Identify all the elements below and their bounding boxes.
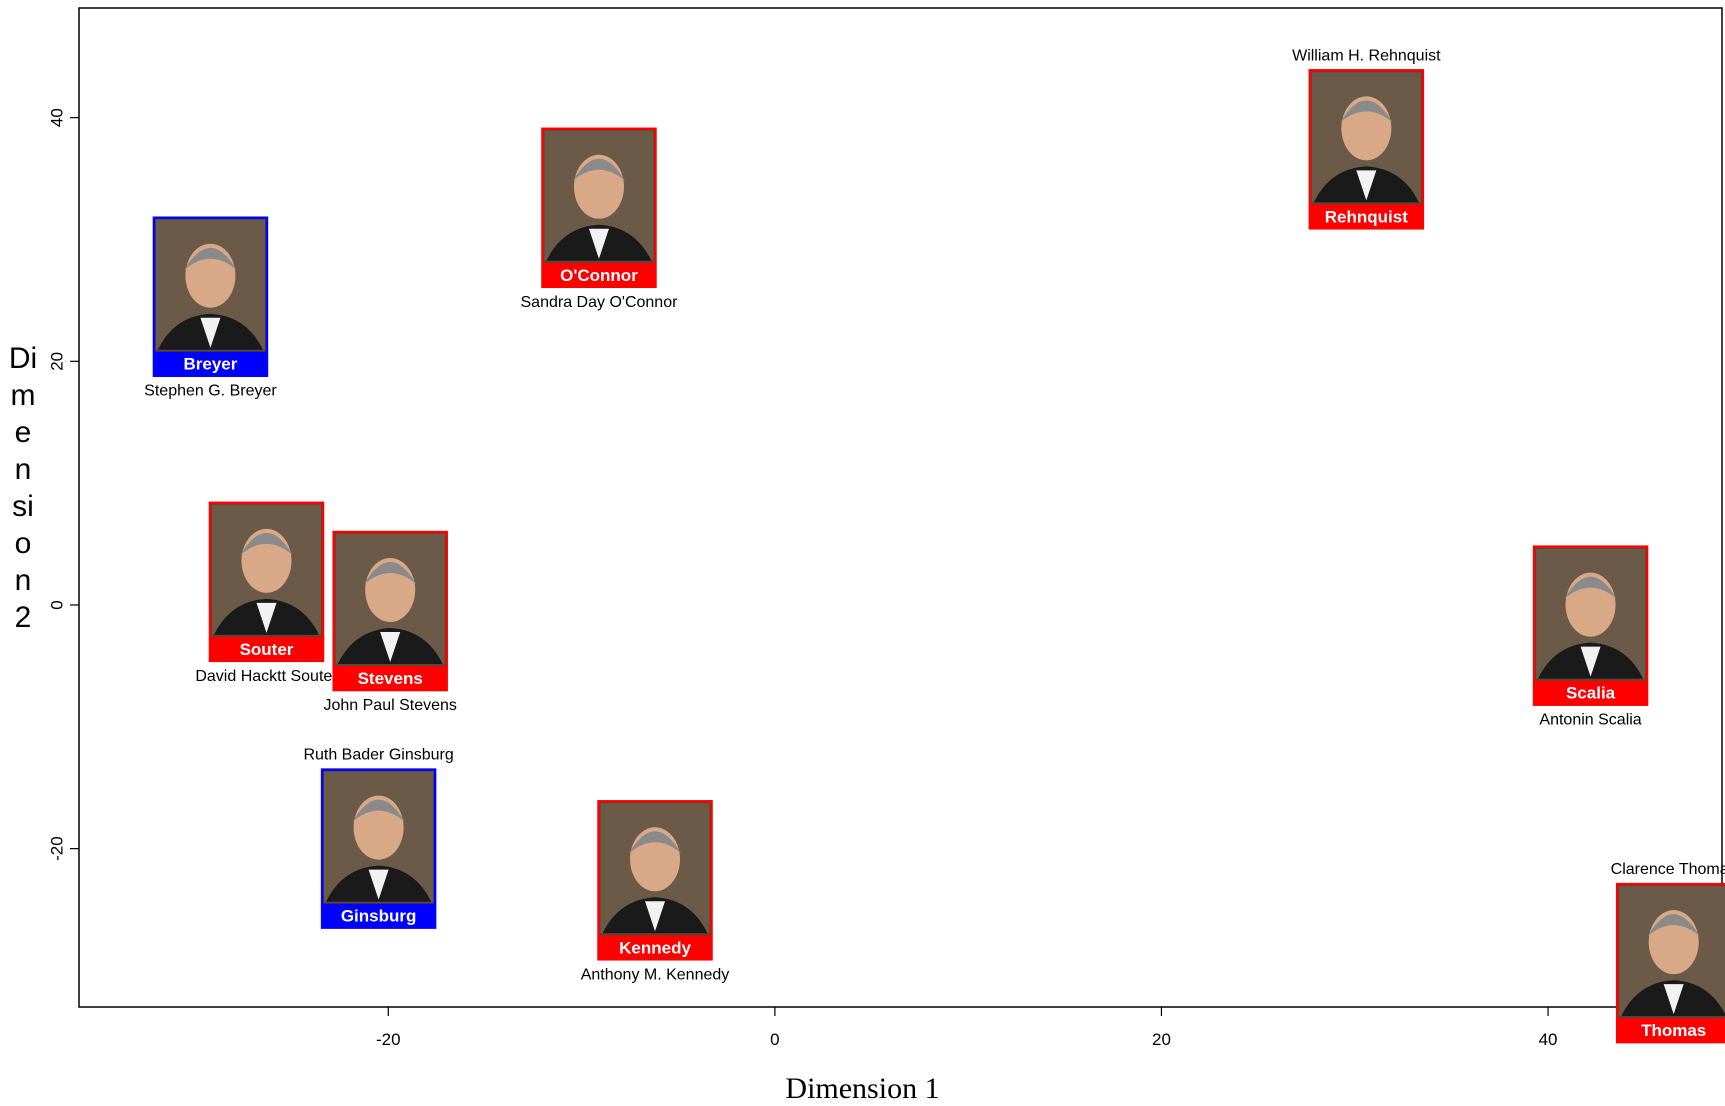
justice-point: Breyer Stephen G. Breyer — [144, 216, 277, 400]
justice-point: O'Connor Sandra Day O'Connor — [521, 127, 679, 311]
hair-shape — [629, 831, 682, 854]
badge-label: Souter — [240, 640, 294, 659]
badge-label: O'Connor — [560, 266, 638, 285]
plot-frame — [78, 7, 1723, 1008]
full-name-label: John Paul Stevens — [323, 697, 456, 714]
y-tick-label: 40 — [47, 108, 66, 127]
badge-label: Rehnquist — [1325, 207, 1408, 226]
x-axis: -20 0 20 40 — [376, 1007, 1558, 1049]
badge-background — [323, 903, 435, 927]
badge-label: Stevens — [358, 669, 423, 688]
full-name-label: Anthony M. Kennedy — [581, 966, 730, 983]
full-name-label: Clarence Thomas — [1611, 861, 1725, 878]
hair-shape — [364, 562, 417, 585]
badge-background — [1310, 204, 1422, 228]
justice-point: Stevens John Paul Stevens — [323, 530, 457, 714]
full-name-label: Ruth Bader Ginsburg — [303, 747, 453, 764]
y-axis: -20 0 20 40 — [47, 108, 79, 861]
badge-label: Breyer — [184, 355, 238, 374]
badge-background — [543, 262, 655, 286]
collar-shape — [1663, 984, 1684, 1015]
hair-shape — [184, 247, 237, 270]
justice-point: Kennedy Anthony M. Kennedy — [581, 800, 730, 983]
justice-point: Scalia Antonin Scalia — [1532, 545, 1649, 729]
collar-shape — [368, 869, 389, 900]
x-tick-label: 40 — [1539, 1030, 1558, 1049]
full-name-label: Stephen G. Breyer — [144, 383, 277, 400]
badge-background — [1618, 1018, 1725, 1042]
badge-label: Scalia — [1566, 684, 1616, 703]
collar-shape — [1356, 170, 1377, 201]
collar-shape — [380, 632, 401, 663]
hair-shape — [1340, 100, 1393, 123]
badge-background — [154, 351, 266, 375]
full-name-label: Antonin Scalia — [1539, 712, 1641, 729]
justice-point: Souter David Hacktt Souter — [195, 501, 338, 685]
badge-background — [599, 935, 711, 959]
y-tick-label: -20 — [47, 836, 66, 861]
x-axis-title: Dimension 1 — [785, 1072, 940, 1105]
justice-point: Rehnquist William H. Rehnquist — [1292, 47, 1441, 230]
y-axis-title: Dimension 2 — [8, 342, 38, 634]
full-name-label: David Hacktt Souter — [195, 668, 338, 685]
badge-background — [1535, 680, 1647, 704]
badge-background — [334, 666, 446, 690]
x-tick-label: 20 — [1152, 1030, 1171, 1049]
collar-shape — [256, 602, 277, 633]
badge-label: Thomas — [1641, 1021, 1706, 1040]
collar-shape — [200, 317, 221, 348]
x-tick-label: -20 — [376, 1030, 401, 1049]
collar-shape — [588, 228, 609, 259]
badge-background — [210, 636, 322, 660]
data-points: Breyer Stephen G. Breyer O'Connor Sandra Da… — [144, 47, 1725, 1044]
y-tick-label: 20 — [47, 352, 66, 371]
hair-shape — [352, 799, 405, 822]
hair-shape — [572, 158, 625, 181]
badge-label: Ginsburg — [341, 907, 417, 926]
hair-shape — [240, 532, 293, 555]
x-tick-label: 0 — [770, 1030, 779, 1049]
hair-shape — [1647, 914, 1700, 937]
collar-shape — [645, 901, 666, 932]
justice-point: Ginsburg Ruth Bader Ginsburg — [303, 747, 454, 929]
badge-label: Kennedy — [619, 938, 691, 957]
justice-point: Thomas Clarence Thomas — [1611, 861, 1725, 1044]
hair-shape — [1564, 576, 1617, 599]
full-name-label: William H. Rehnquist — [1292, 47, 1441, 64]
full-name-label: Sandra Day O'Connor — [521, 294, 679, 311]
y-tick-label: 0 — [47, 600, 66, 609]
collar-shape — [1580, 646, 1601, 677]
